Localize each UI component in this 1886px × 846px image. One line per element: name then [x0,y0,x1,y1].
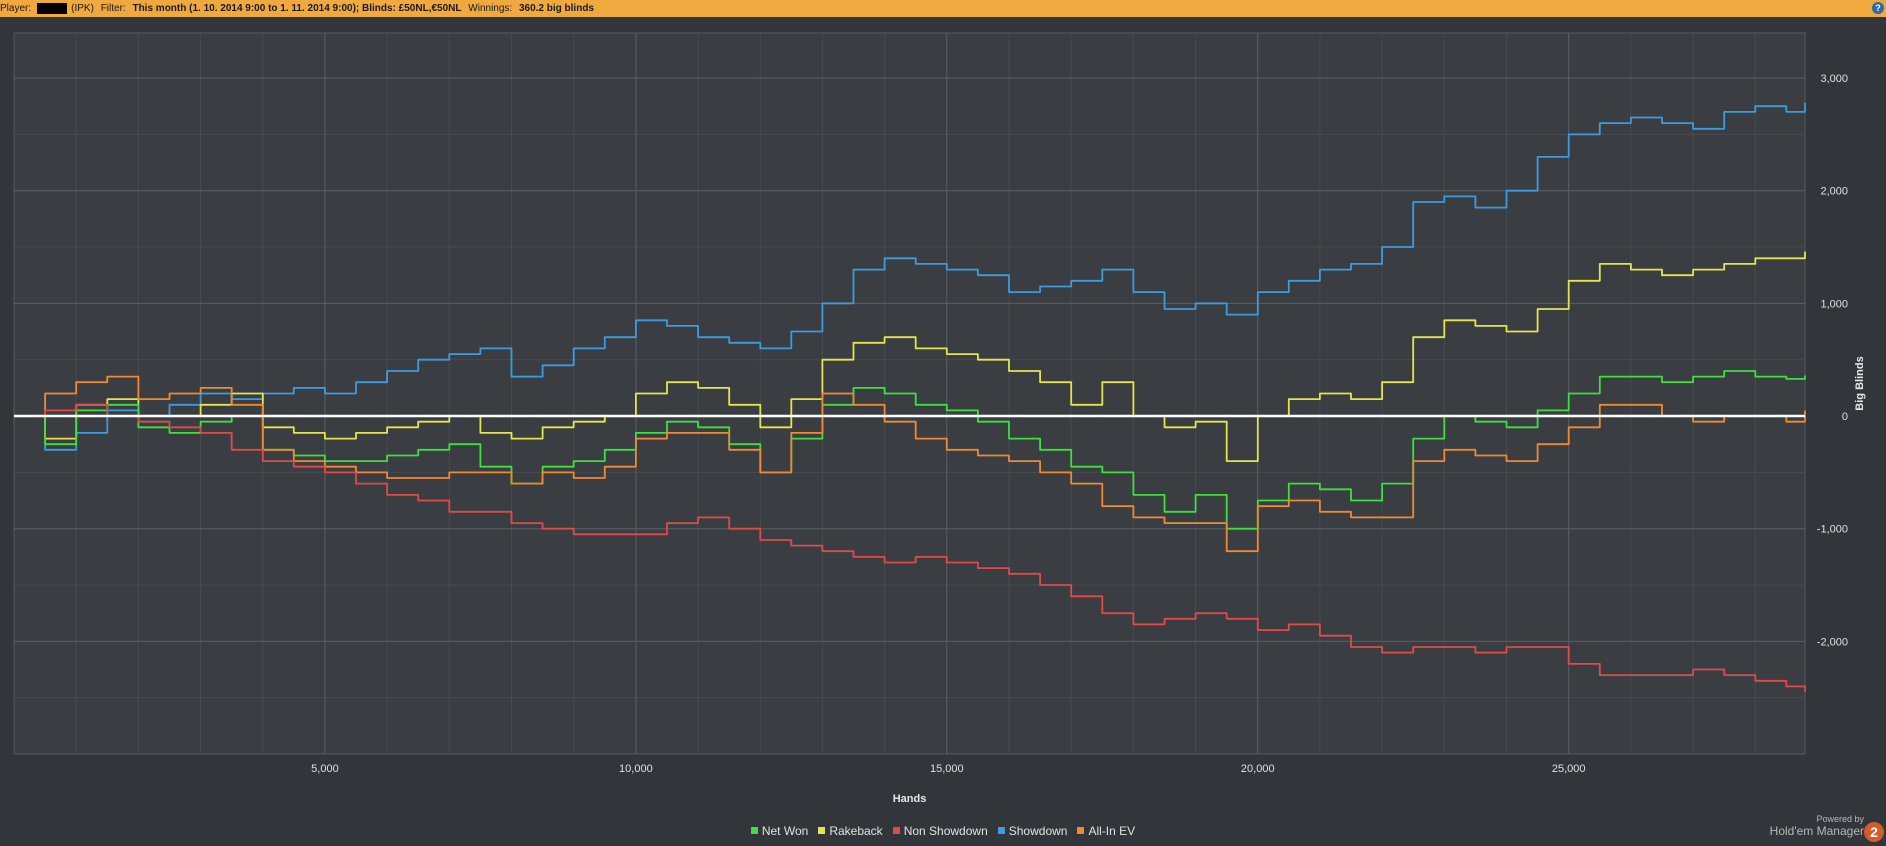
x-tick-label: 15,000 [930,763,964,775]
legend-label: All-In EV [1088,824,1136,838]
legend-swatch [750,827,758,835]
y-tick-label: -1,000 [1817,524,1848,536]
x-tick-label: 5,000 [311,763,339,775]
y-axis-ticks: 3,000 2,000 1,000 0 -1,000 -2,000 [1817,73,1848,648]
legend-item-non-showdown[interactable]: Non Showdown [892,824,988,838]
winnings-graph: 5,000 10,000 15,000 20,000 25,000 3,000 2,000… [13,32,1866,805]
series-line-showdown [14,102,1806,451]
hm2-logo-icon: 2 [1864,822,1884,842]
legend-swatch [892,827,900,835]
series-line-all-in-ev [14,375,1806,553]
x-tick-label: 10,000 [619,763,653,775]
y-axis-label: Big Blinds [1854,356,1866,410]
legend-swatch [997,827,1005,835]
brand-name: Hold'em Manager [1769,824,1864,838]
series-line-net-won [14,370,1806,530]
winnings-label: Winnings: [468,3,513,14]
series-line-rakeback [14,251,1806,462]
legend-label: Showdown [1008,824,1068,838]
series-lines [14,102,1806,692]
player-suffix: (IPK) [71,3,94,14]
legend-label: Rakeback [829,824,883,838]
minor-gridlines [14,33,1805,754]
y-tick-label: 3,000 [1820,73,1848,85]
redacted-player-name [37,2,68,14]
y-tick-label: 0 [1842,411,1848,423]
legend-swatch [818,827,826,835]
legend-item-showdown[interactable]: Showdown [997,824,1068,838]
series-line-non-showdown [14,403,1806,692]
filter-header-bar: Player: (IPK) Filter: This month (1. 10. … [0,0,1886,17]
chart-legend: Net Won Rakeback Non Showdown Showdown All-I… [0,824,1886,838]
y-tick-label: -2,000 [1817,636,1848,648]
y-tick-label: 1,000 [1820,298,1848,310]
y-tick-label: 2,000 [1820,186,1848,198]
filter-value: This month (1. 10. 2014 9:00 to 1. 11. 2… [132,3,462,14]
branding: Powered by Hold'em Manager [1770,814,1864,838]
legend-item-net-won[interactable]: Net Won [750,824,809,838]
help-icon[interactable]: ? [1872,2,1884,14]
player-label: Player: [0,3,32,14]
filter-label: Filter: [100,3,126,14]
legend-item-rakeback[interactable]: Rakeback [818,824,883,838]
x-axis-label: Hands [893,793,927,805]
winnings-value: 360.2 big blinds [518,3,594,14]
powered-by-label: Powered by [1816,814,1864,824]
x-tick-label: 20,000 [1241,763,1275,775]
legend-label: Net Won [761,824,809,838]
x-tick-label: 25,000 [1552,763,1586,775]
legend-label: Non Showdown [903,824,988,838]
legend-item-all-in-ev[interactable]: All-In EV [1077,824,1135,838]
legend-swatch [1077,827,1085,835]
x-axis-ticks: 5,000 10,000 15,000 20,000 25,000 [311,763,1585,775]
